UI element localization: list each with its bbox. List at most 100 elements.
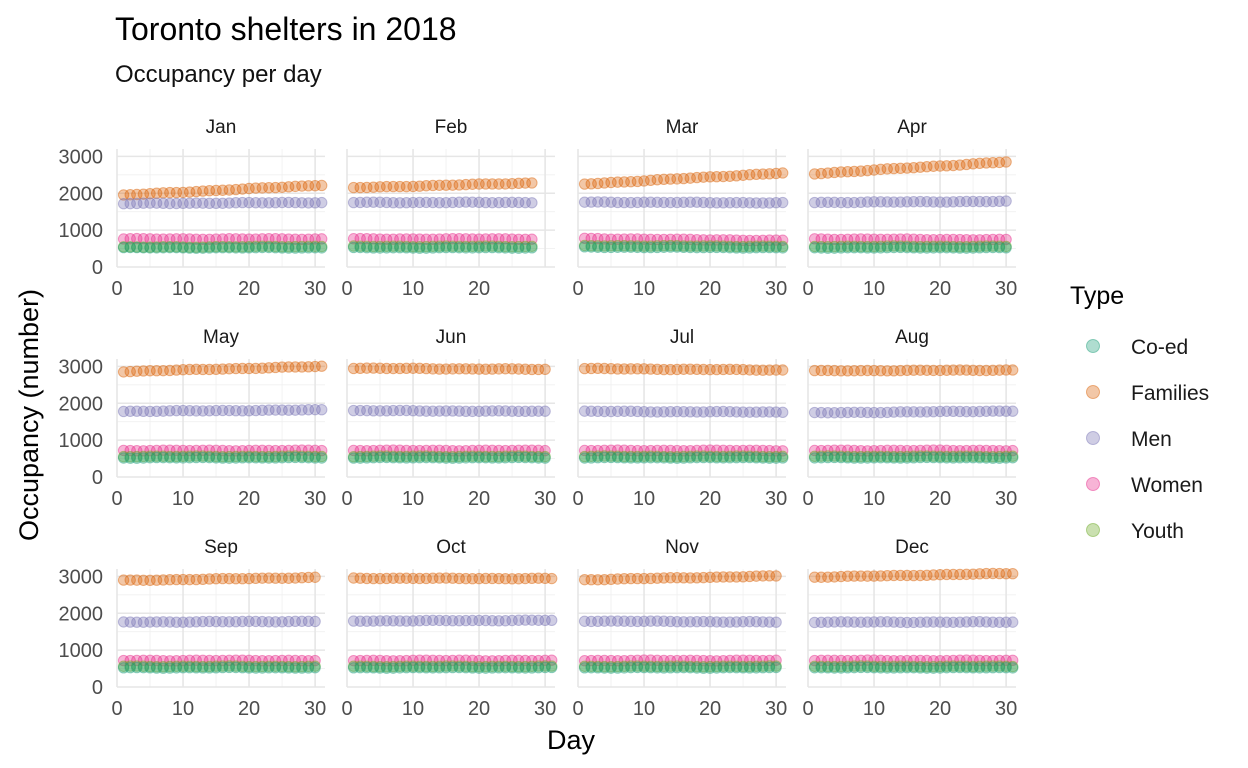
data-point-men [157,616,169,628]
data-point-women [243,233,255,245]
data-point-co-ed [367,662,380,674]
data-point-women [183,444,196,457]
data-point-women [861,233,874,245]
data-point-youth [874,660,887,673]
data-point-families [190,573,202,586]
data-point-men [216,197,229,209]
data-point-men [855,616,867,628]
data-point-families [230,573,242,585]
data-point-men [269,404,282,416]
data-point-women [203,654,216,667]
data-point-women [730,654,743,666]
data-point-men [354,196,366,209]
data-point-families [724,571,736,583]
data-point-co-ed [888,662,900,674]
data-point-men [460,405,472,417]
data-point-co-ed [309,242,321,254]
data-point-youth [848,240,860,252]
data-point-men [420,196,432,209]
data-point-families [506,363,518,375]
data-point-women [894,444,907,457]
data-point-co-ed [506,662,518,674]
legend-label-families: Families [1131,382,1209,405]
data-point-women [841,444,854,456]
data-point-youth [605,240,617,252]
data-point-men [947,405,959,417]
data-point-youth [993,240,1006,252]
x-tick-label: 0 [111,278,122,300]
data-point-youth [407,450,419,462]
data-point-families [980,567,992,580]
data-point-families [473,363,485,375]
data-point-women [546,654,558,666]
data-point-co-ed [269,662,282,674]
data-point-men [427,405,439,417]
data-point-youth [177,450,189,463]
data-point-co-ed [210,662,222,674]
data-point-women [598,654,611,667]
data-point-co-ed [433,452,446,464]
data-point-co-ed [757,241,769,254]
data-point-men [380,405,393,417]
data-point-women [230,445,242,457]
data-point-co-ed [387,451,399,464]
data-point-men [197,197,209,209]
data-point-men [137,616,150,628]
data-point-men [907,616,920,629]
data-point-families [664,363,677,376]
data-point-men [618,615,630,627]
data-point-women [282,233,295,245]
data-point-women [183,233,196,245]
data-point-youth [282,660,295,673]
data-point-men [296,197,308,209]
data-point-families [309,571,321,583]
data-point-families [446,572,459,584]
data-point-men [256,615,268,628]
data-point-families [585,178,597,190]
data-point-men [868,406,880,419]
data-point-men [453,196,465,208]
data-point-families [453,363,465,375]
data-point-women [907,233,920,245]
data-point-women [691,654,703,667]
data-point-women [651,654,663,666]
data-point-co-ed [644,241,657,254]
data-point-women [117,654,130,667]
data-point-youth [539,660,551,672]
data-point-men [316,403,328,416]
data-point-men [743,615,756,628]
data-point-men [691,406,703,418]
data-point-youth [625,660,637,672]
data-point-youth [993,660,1006,672]
data-point-men [894,406,907,418]
data-point-women [960,444,973,457]
data-point-men [815,406,827,419]
data-point-youth [841,660,854,672]
data-point-men [874,196,887,208]
data-point-women [361,232,373,245]
data-point-women [763,444,776,457]
data-point-co-ed [519,451,531,464]
data-point-women [578,232,591,245]
data-point-youth [157,660,169,673]
data-point-women [987,444,999,457]
data-point-youth [486,240,498,252]
data-point-youth [243,660,255,673]
data-point-men [763,616,776,628]
data-point-co-ed [394,662,406,674]
data-point-co-ed [697,241,710,254]
data-point-men [631,615,644,628]
data-point-youth [901,660,913,672]
data-point-families [757,168,769,180]
data-point-families [901,162,913,174]
data-point-women [493,233,505,245]
data-point-youth [743,240,756,253]
data-point-co-ed [183,242,196,254]
data-point-youth [473,660,485,673]
data-point-youth [611,660,624,673]
data-point-men [512,405,525,418]
legend-label-women: Women [1131,474,1203,497]
data-point-youth [684,450,696,462]
data-point-families [276,361,288,373]
data-point-co-ed [611,241,624,253]
